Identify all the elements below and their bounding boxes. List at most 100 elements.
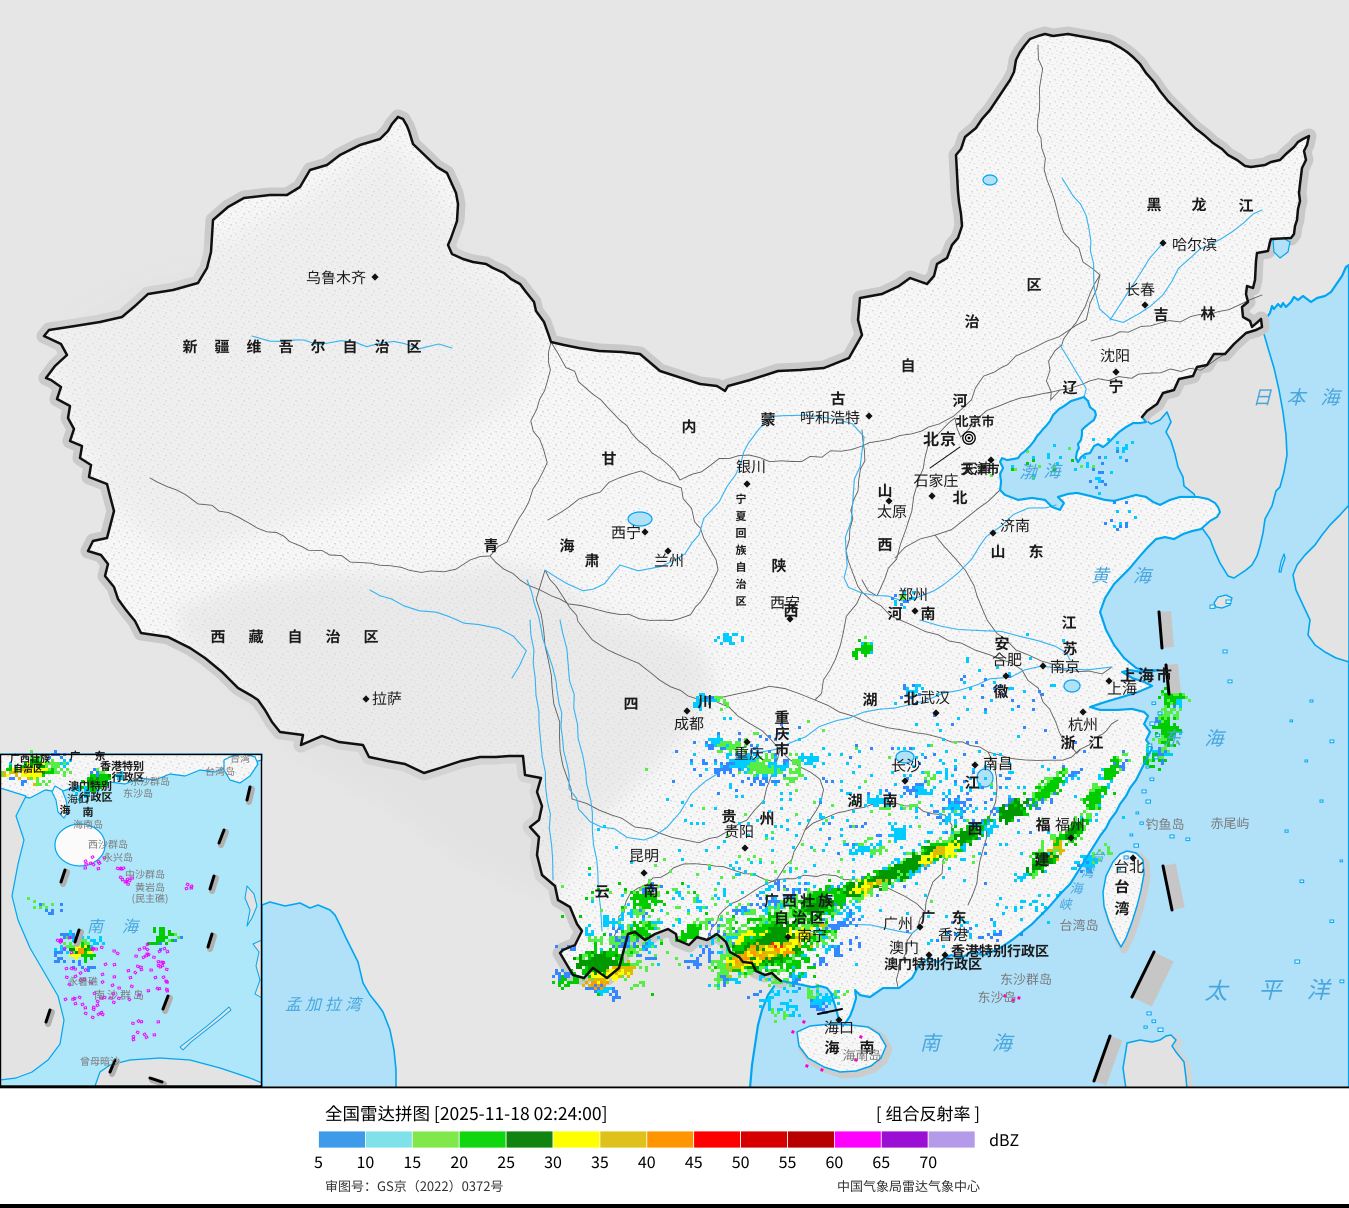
svg-text:湾: 湾 xyxy=(1114,898,1129,919)
svg-text:海: 海 xyxy=(60,802,71,818)
svg-text:合肥: 合肥 xyxy=(992,649,1022,670)
svg-text:海: 海 xyxy=(1320,383,1342,410)
svg-text:东沙岛: 东沙岛 xyxy=(977,987,1016,1006)
svg-text:广西壮族: 广西壮族 xyxy=(764,890,836,911)
svg-text:渤: 渤 xyxy=(1020,458,1039,483)
svg-text:自治区: 自治区 xyxy=(13,760,43,775)
svg-text:黑: 黑 xyxy=(1146,194,1161,215)
svg-text:太: 太 xyxy=(1205,972,1231,1006)
svg-text:长春: 长春 xyxy=(1125,279,1155,300)
svg-text:市: 市 xyxy=(774,739,789,760)
svg-text:永兴岛: 永兴岛 xyxy=(103,849,133,864)
svg-text:建: 建 xyxy=(1034,849,1049,870)
svg-text:河: 河 xyxy=(887,603,902,624)
svg-text:安: 安 xyxy=(994,633,1009,654)
svg-text:浙: 浙 xyxy=(1060,732,1075,753)
svg-text:山: 山 xyxy=(877,480,892,501)
svg-text:湾: 湾 xyxy=(1080,862,1095,881)
svg-text:中国气象局雷达气象中心: 中国气象局雷达气象中心 xyxy=(837,1176,980,1195)
svg-text:海口: 海口 xyxy=(67,791,89,807)
svg-text:黄岩岛: 黄岩岛 xyxy=(135,879,165,894)
svg-text:海口: 海口 xyxy=(824,1017,854,1038)
svg-text:陕: 陕 xyxy=(771,555,786,576)
svg-text:海: 海 xyxy=(559,535,574,556)
svg-text:肃: 肃 xyxy=(584,550,599,571)
svg-text:海: 海 xyxy=(122,913,141,937)
svg-text:台: 台 xyxy=(1114,876,1129,897)
svg-text:南: 南 xyxy=(859,1037,874,1058)
svg-text:西安: 西安 xyxy=(770,592,800,613)
svg-text:海南岛: 海南岛 xyxy=(842,1045,881,1064)
svg-text:洋: 洋 xyxy=(1307,971,1333,1005)
svg-text:东沙岛: 东沙岛 xyxy=(123,785,153,800)
svg-text:江: 江 xyxy=(1088,732,1103,753)
svg-text:广: 广 xyxy=(70,748,81,764)
svg-text:65: 65 xyxy=(872,1149,890,1173)
svg-text:澳门: 澳门 xyxy=(889,937,919,958)
svg-text:曾母暗沙: 曾母暗沙 xyxy=(80,1053,120,1068)
svg-text:内: 内 xyxy=(681,416,696,437)
svg-text:西: 西 xyxy=(967,818,982,839)
svg-text:武汉: 武汉 xyxy=(920,687,950,708)
svg-text:乌鲁木齐: 乌鲁木齐 xyxy=(306,267,366,288)
svg-text:25: 25 xyxy=(497,1149,515,1173)
svg-text:石家庄: 石家庄 xyxy=(913,470,958,491)
svg-text:福州: 福州 xyxy=(1055,814,1085,835)
svg-text:蒙: 蒙 xyxy=(760,409,775,430)
svg-text:广: 广 xyxy=(920,907,935,928)
svg-text:庆: 庆 xyxy=(774,723,789,744)
svg-text:南宁: 南宁 xyxy=(797,925,827,946)
svg-text:自: 自 xyxy=(900,355,915,376)
svg-text:辽: 辽 xyxy=(1062,377,1077,398)
svg-text:长沙: 长沙 xyxy=(891,755,921,776)
svg-text:平: 平 xyxy=(1259,971,1284,1005)
svg-text:东: 东 xyxy=(1028,541,1043,562)
svg-text:江: 江 xyxy=(1238,195,1253,216)
svg-text:南京: 南京 xyxy=(1050,656,1080,677)
svg-text:北: 北 xyxy=(952,487,967,508)
svg-text:40: 40 xyxy=(638,1149,656,1173)
svg-text:济南: 济南 xyxy=(1000,515,1030,536)
svg-text:州: 州 xyxy=(759,808,774,829)
svg-text:徽: 徽 xyxy=(993,681,1008,702)
svg-text:福: 福 xyxy=(1035,814,1050,835)
svg-text:孟加拉湾: 孟加拉湾 xyxy=(285,991,365,1015)
svg-text:15: 15 xyxy=(403,1149,421,1173)
svg-text:青: 青 xyxy=(483,535,498,556)
svg-text:吾: 吾 xyxy=(278,336,293,357)
svg-text:河: 河 xyxy=(952,390,967,411)
svg-text:45: 45 xyxy=(685,1149,703,1173)
svg-text:成都: 成都 xyxy=(674,713,704,734)
svg-text:吉: 吉 xyxy=(1153,304,1168,325)
svg-text:兰州: 兰州 xyxy=(654,550,684,571)
svg-text:上海市: 上海市 xyxy=(1120,662,1174,686)
svg-text:南: 南 xyxy=(83,804,94,820)
svg-text:北京市: 北京市 xyxy=(955,411,994,430)
svg-text:南: 南 xyxy=(920,603,935,624)
svg-text:西宁: 西宁 xyxy=(611,522,641,543)
svg-text:广州: 广州 xyxy=(883,913,913,934)
svg-text:赤尾屿: 赤尾屿 xyxy=(1210,813,1249,832)
svg-text:西: 西 xyxy=(877,534,892,555)
svg-text:维: 维 xyxy=(246,336,261,357)
svg-text:区: 区 xyxy=(406,336,421,357)
svg-text:(民主礁): (民主礁) xyxy=(132,890,169,905)
svg-text:治: 治 xyxy=(736,576,747,592)
svg-text:湖: 湖 xyxy=(862,689,877,710)
svg-text:海: 海 xyxy=(1133,562,1154,588)
svg-text:湖: 湖 xyxy=(847,790,862,811)
svg-text:太原: 太原 xyxy=(877,501,907,522)
svg-text:天津: 天津 xyxy=(962,458,992,479)
svg-text:重: 重 xyxy=(774,707,789,728)
svg-text:行政区: 行政区 xyxy=(112,769,145,785)
svg-text:东: 东 xyxy=(951,907,966,928)
svg-text:东沙群岛: 东沙群岛 xyxy=(130,773,170,788)
svg-text:日: 日 xyxy=(1252,383,1272,410)
svg-text:沈阳: 沈阳 xyxy=(1100,345,1130,366)
svg-text:自: 自 xyxy=(736,559,747,575)
svg-text:南沙群岛: 南沙群岛 xyxy=(94,987,146,1003)
svg-text:35: 35 xyxy=(591,1149,609,1173)
svg-text:南: 南 xyxy=(643,880,658,901)
svg-text:南: 南 xyxy=(920,1027,943,1056)
svg-text:台: 台 xyxy=(1091,846,1105,865)
